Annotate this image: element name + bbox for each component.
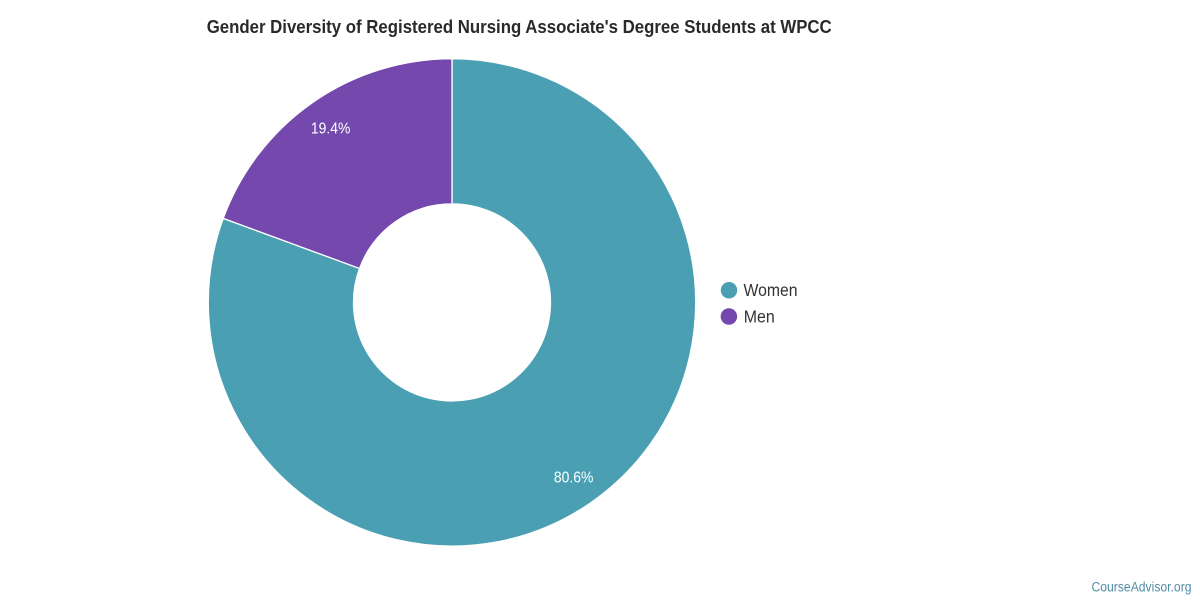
svg-text:19.4%: 19.4% bbox=[311, 121, 351, 138]
svg-text:80.6%: 80.6% bbox=[554, 470, 594, 487]
svg-text:Women: Women bbox=[744, 280, 798, 300]
svg-text:Men: Men bbox=[744, 306, 775, 326]
svg-text:Gender Diversity of Registered: Gender Diversity of Registered Nursing A… bbox=[207, 17, 832, 38]
svg-text:CourseAdvisor.org: CourseAdvisor.org bbox=[1092, 578, 1192, 594]
